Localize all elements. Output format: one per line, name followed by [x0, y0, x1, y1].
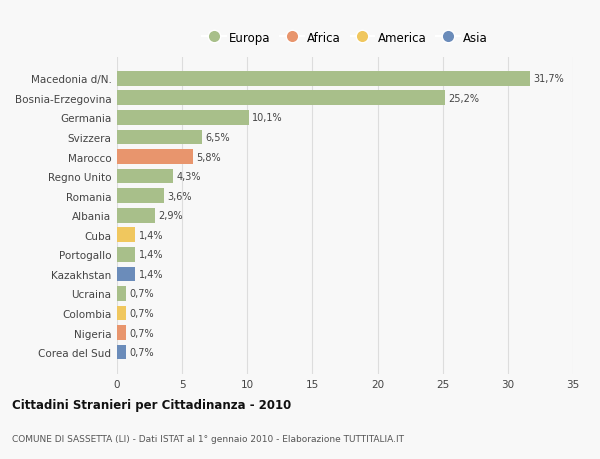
Bar — [117, 130, 202, 145]
Text: 1,4%: 1,4% — [139, 269, 163, 279]
Text: 6,5%: 6,5% — [205, 133, 230, 143]
Text: 0,7%: 0,7% — [130, 347, 154, 358]
Text: COMUNE DI SASSETTA (LI) - Dati ISTAT al 1° gennaio 2010 - Elaborazione TUTTITALI: COMUNE DI SASSETTA (LI) - Dati ISTAT al … — [12, 434, 404, 442]
Text: 0,7%: 0,7% — [130, 289, 154, 299]
Bar — [117, 345, 126, 360]
Bar — [117, 150, 193, 164]
Bar — [117, 247, 135, 262]
Text: 0,7%: 0,7% — [130, 308, 154, 319]
Bar — [117, 111, 248, 125]
Text: 5,8%: 5,8% — [196, 152, 220, 162]
Text: 1,4%: 1,4% — [139, 250, 163, 260]
Bar — [117, 286, 126, 301]
Bar — [117, 189, 164, 203]
Bar — [117, 208, 155, 223]
Text: 10,1%: 10,1% — [252, 113, 283, 123]
Text: 31,7%: 31,7% — [533, 74, 564, 84]
Bar — [117, 91, 445, 106]
Bar — [117, 325, 126, 340]
Text: 25,2%: 25,2% — [449, 94, 479, 104]
Text: Cittadini Stranieri per Cittadinanza - 2010: Cittadini Stranieri per Cittadinanza - 2… — [12, 398, 291, 412]
Text: 3,6%: 3,6% — [167, 191, 191, 201]
Bar — [117, 72, 530, 86]
Text: 1,4%: 1,4% — [139, 230, 163, 240]
Legend: Europa, Africa, America, Asia: Europa, Africa, America, Asia — [197, 27, 493, 49]
Bar — [117, 267, 135, 282]
Text: 4,3%: 4,3% — [176, 172, 201, 182]
Bar — [117, 228, 135, 242]
Bar — [117, 169, 173, 184]
Text: 0,7%: 0,7% — [130, 328, 154, 338]
Bar — [117, 306, 126, 321]
Text: 2,9%: 2,9% — [158, 211, 182, 221]
